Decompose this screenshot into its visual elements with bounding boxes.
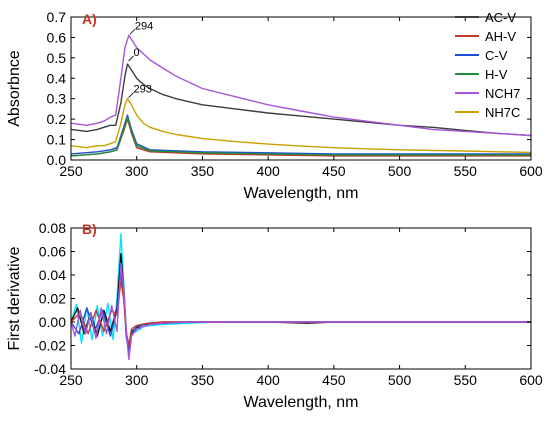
series-line-3 xyxy=(71,271,531,354)
x-tick-label: 450 xyxy=(322,163,346,179)
y-tick-label: 0.6 xyxy=(47,29,67,45)
legend-label: NCH7 xyxy=(485,86,520,101)
peak-annotation: 294 xyxy=(135,20,153,32)
y-tick-label: 0.00 xyxy=(39,314,66,330)
y-tick-label: 0.08 xyxy=(39,220,66,236)
series-group xyxy=(71,233,531,361)
x-tick-label: 600 xyxy=(519,372,543,388)
legend-label: AH-V xyxy=(485,29,516,44)
x-tick-label: 550 xyxy=(454,163,478,179)
x-tick-label: 550 xyxy=(454,372,478,388)
peak-annotation: 293 xyxy=(134,84,152,96)
y-axis-title: First derivative xyxy=(6,246,23,350)
panel-label: B) xyxy=(82,221,97,237)
y-tick-label: 0.7 xyxy=(47,9,67,25)
x-tick-label: 400 xyxy=(256,372,280,388)
x-axis-title: Wavelength, nm xyxy=(243,394,358,411)
y-axis-title: Absorbnce xyxy=(6,50,23,127)
legend-label: C-V xyxy=(485,48,508,63)
legend-label: NH7C xyxy=(485,105,520,120)
x-axis-title: Wavelength, nm xyxy=(243,185,358,202)
y-tick-label: 0.5 xyxy=(47,50,67,66)
series-group xyxy=(71,34,531,157)
panel-label: A) xyxy=(82,11,97,27)
x-tick-label: 300 xyxy=(125,163,149,179)
annotation-leader xyxy=(128,92,134,98)
legend-label: AC-V xyxy=(485,10,516,25)
chart-panel-2: 250 300 350 400 450 500 550 600 -0.04 -0.02 0.00 0.… xyxy=(6,220,543,411)
series-line-1 xyxy=(71,233,531,358)
plot-frame xyxy=(70,227,532,370)
x-tick-label: 400 xyxy=(256,163,280,179)
series-line-4 xyxy=(71,280,531,347)
y-tick-label: 0.06 xyxy=(39,244,66,260)
x-tick-label: 600 xyxy=(519,163,543,179)
series-line-nh7c xyxy=(71,97,531,154)
series-line-5 xyxy=(71,262,531,361)
y-tick-label: 0.2 xyxy=(47,111,67,127)
series-line-h-v xyxy=(71,116,531,157)
x-tick-label: 500 xyxy=(388,372,412,388)
y-tick-label: 0.0 xyxy=(47,152,67,168)
y-tick-label: 0.1 xyxy=(47,132,67,148)
x-tick-label: 350 xyxy=(191,372,215,388)
x-tick-label: 450 xyxy=(322,372,346,388)
y-tick-label: 0.02 xyxy=(39,291,66,307)
annotation-leader xyxy=(128,55,134,62)
x-tick-label: 300 xyxy=(125,372,149,388)
series-line-nch7 xyxy=(71,34,531,137)
x-tick-label: 350 xyxy=(191,163,215,179)
legend: AC-V AH-V C-V H-V NCH7 NH7C xyxy=(455,10,520,120)
x-tick-label: 250 xyxy=(59,372,83,388)
x-tick-label: 250 xyxy=(59,163,83,179)
y-tick-label: -0.04 xyxy=(34,361,66,377)
y-tick-label: 0.04 xyxy=(39,267,66,283)
peak-annotation: 0 xyxy=(134,47,140,59)
y-tick-label: 0.4 xyxy=(47,70,67,86)
annotation-leader xyxy=(129,29,136,35)
plot-frame xyxy=(70,16,532,161)
x-tick-label: 500 xyxy=(388,163,412,179)
legend-label: H-V xyxy=(485,67,508,82)
y-tick-label: -0.02 xyxy=(34,338,66,354)
y-tick-label: 0.3 xyxy=(47,91,67,107)
series-line-2 xyxy=(71,253,531,349)
chart-panel-1: 250 300 350 400 450 500 550 600 0.0 0.1 0.2 0.3 0.4 0… xyxy=(6,9,543,202)
